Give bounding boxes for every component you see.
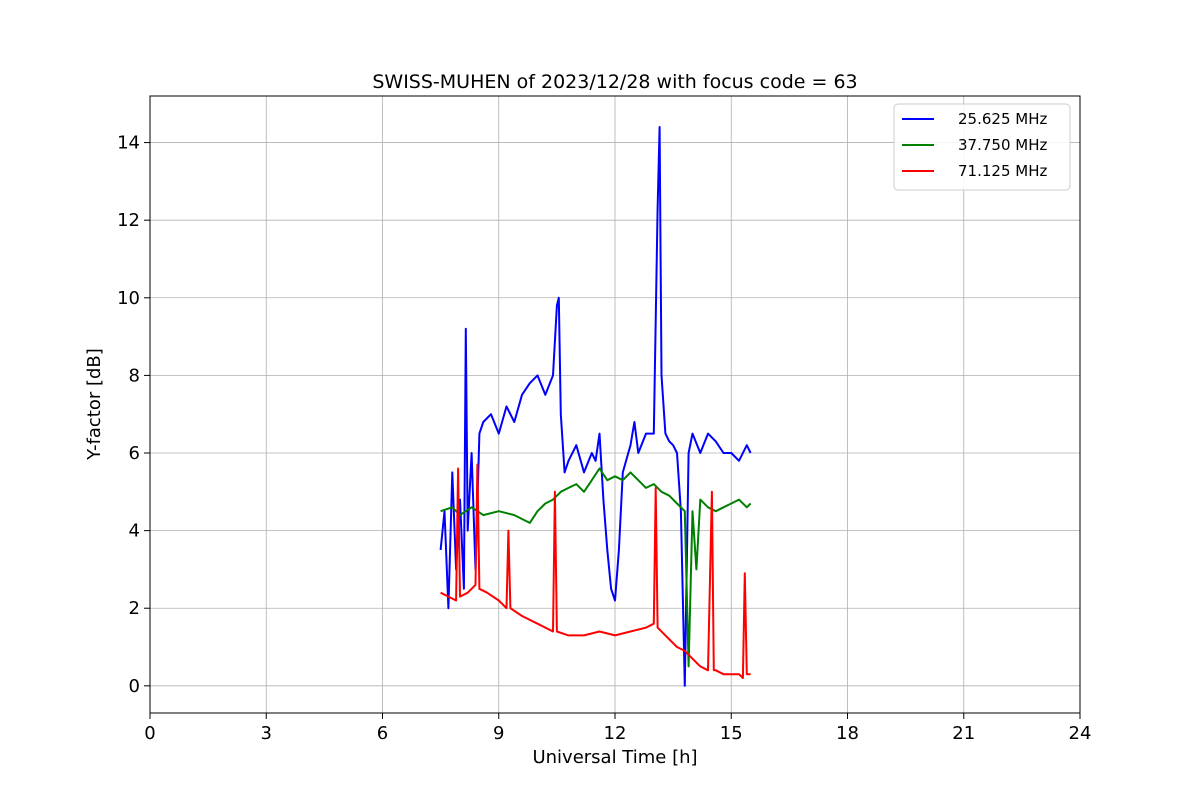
- x-tick-label: 24: [1069, 723, 1092, 744]
- x-tick-label: 9: [493, 723, 504, 744]
- y-tick-label: 8: [129, 365, 140, 386]
- x-tick-label: 12: [604, 723, 627, 744]
- series-layer: [439, 126, 752, 687]
- y-axis-label: Y-factor [dB]: [84, 348, 105, 461]
- series-line-1: [439, 126, 752, 687]
- y-tick-label: 2: [129, 598, 140, 619]
- y-tick-label: 6: [129, 443, 140, 464]
- y-tick-label: 14: [117, 133, 140, 154]
- grid-layer: [149, 96, 1081, 713]
- y-tick-label: 12: [117, 210, 140, 231]
- x-tick-label: 15: [720, 723, 743, 744]
- legend-box: [893, 103, 1071, 191]
- plot-frame: [149, 95, 1081, 714]
- y-tick-label: 0: [129, 676, 140, 697]
- y-tick-label: 4: [129, 521, 140, 542]
- chart-title: SWISS-MUHEN of 2023/12/28 with focus cod…: [372, 71, 857, 93]
- legend-label: 25.625 MHz: [958, 110, 1047, 128]
- legend-label: 71.125 MHz: [958, 162, 1047, 180]
- legend-label: 37.750 MHz: [958, 136, 1047, 154]
- x-tick-label: 18: [836, 723, 859, 744]
- x-tick-label: 0: [144, 723, 155, 744]
- x-tick-label: 21: [952, 723, 975, 744]
- x-tick-label: 3: [261, 723, 272, 744]
- x-tick-label: 6: [377, 723, 388, 744]
- series-line-2: [440, 467, 752, 668]
- series-line-3: [440, 463, 751, 680]
- x-axis-label: Universal Time [h]: [532, 747, 697, 768]
- y-tick-label: 10: [117, 288, 140, 309]
- legend: 25.625 MHz 37.750 MHz 71.125 MHz: [893, 103, 1071, 191]
